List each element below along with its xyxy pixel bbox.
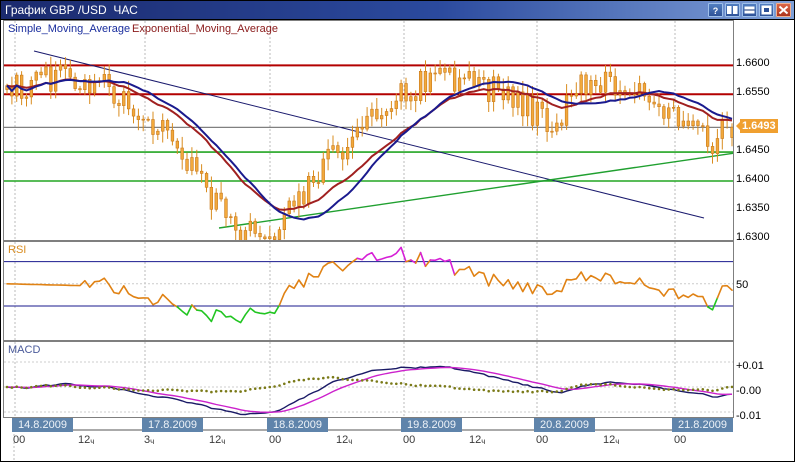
- svg-text:?: ?: [713, 6, 719, 16]
